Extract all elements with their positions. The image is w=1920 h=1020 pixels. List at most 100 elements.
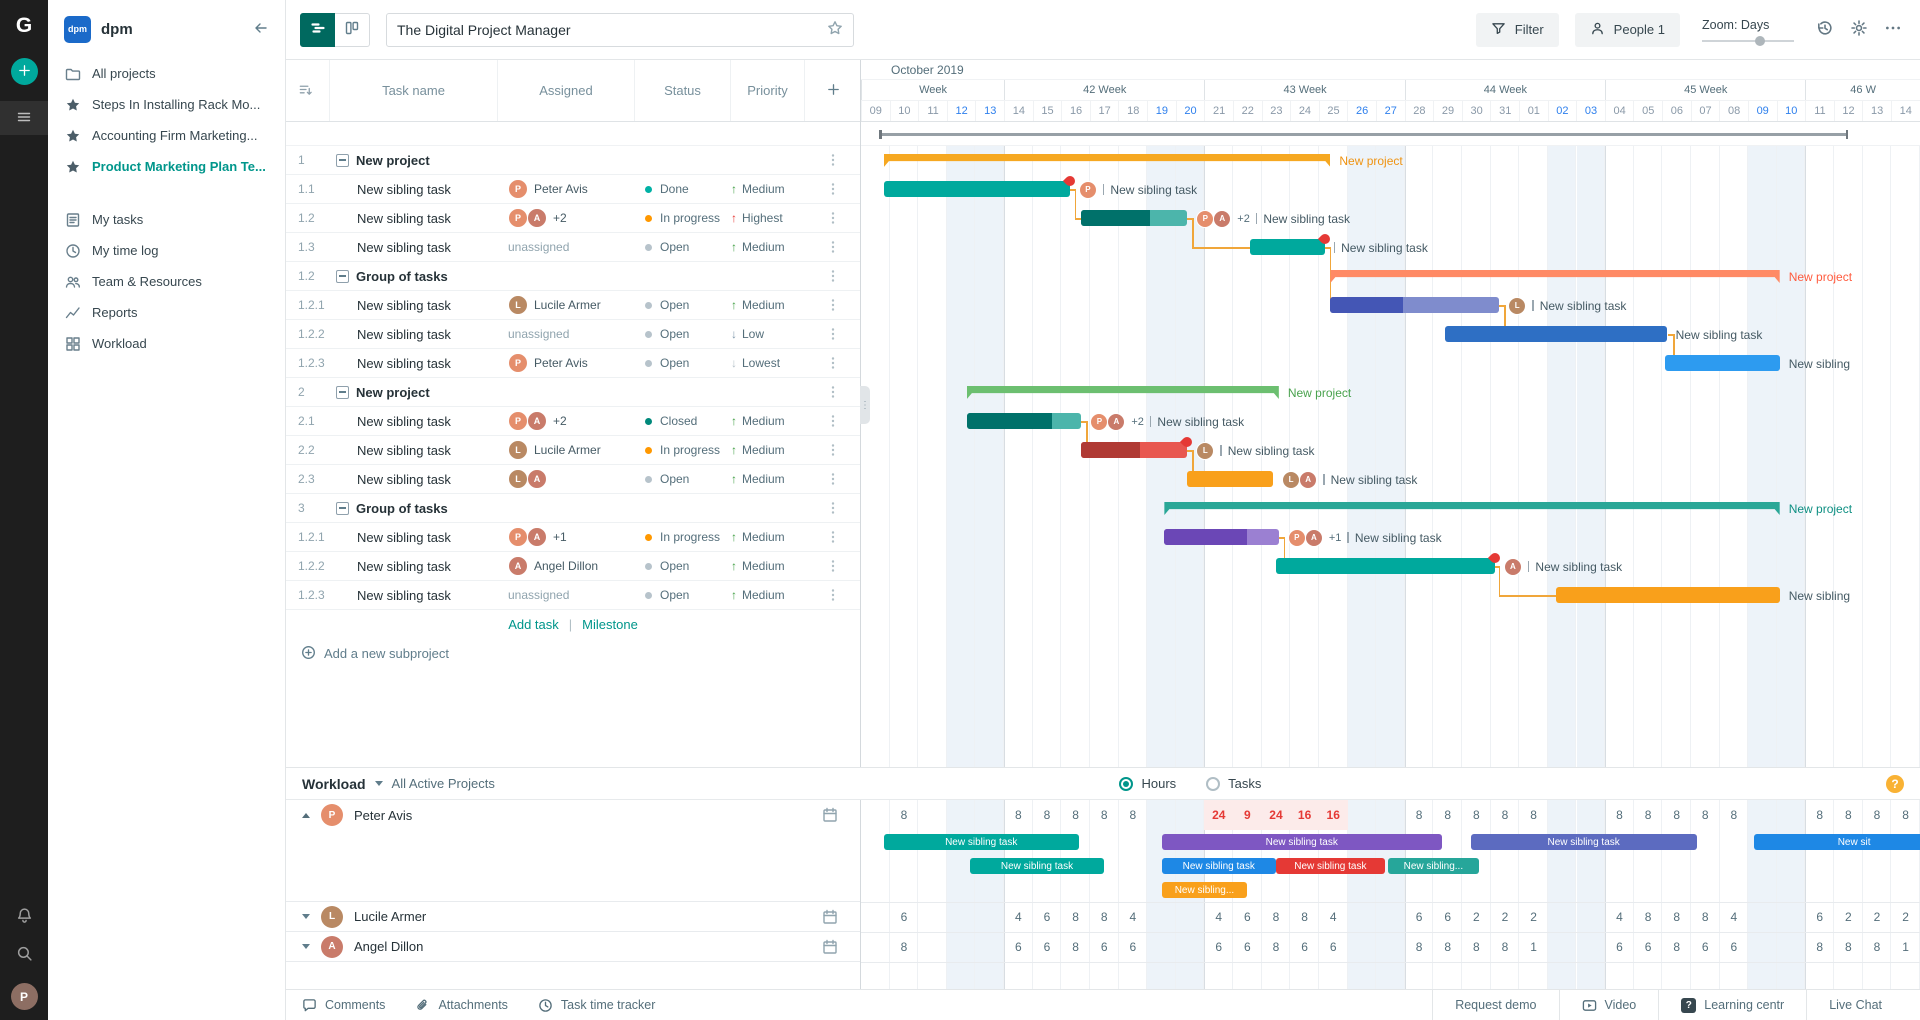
- row-menu-button[interactable]: [805, 326, 861, 342]
- sidebar-item-team-resources[interactable]: Team & Resources: [48, 266, 285, 297]
- add-column-button[interactable]: [805, 60, 861, 121]
- row-menu-button[interactable]: [805, 442, 861, 458]
- person-expand-caret[interactable]: [302, 812, 310, 818]
- gantt-task-bar[interactable]: [1330, 297, 1500, 313]
- table-row[interactable]: 1.2 New sibling task P A +2 In progress ↑ Highe…: [286, 204, 860, 233]
- row-menu-button[interactable]: [805, 384, 861, 400]
- workload-mode-hours[interactable]: Hours: [1119, 776, 1176, 791]
- personal-calendar-button[interactable]: [822, 939, 838, 955]
- row-menu-button[interactable]: [805, 413, 861, 429]
- zoom-slider-knob[interactable]: [1755, 35, 1766, 46]
- column-header-task-name[interactable]: Task name: [330, 60, 498, 121]
- footer-request-demo[interactable]: Request demo: [1432, 989, 1558, 1020]
- workload-person-row[interactable]: A Angel Dillon: [286, 932, 860, 962]
- collapse-toggle[interactable]: [336, 269, 349, 283]
- person-expand-caret[interactable]: [302, 914, 310, 919]
- priority-cell[interactable]: ↑ Medium: [731, 298, 785, 312]
- workload-task-bar[interactable]: New sit: [1753, 834, 1920, 850]
- sidebar-item-workload[interactable]: Workload: [48, 328, 285, 359]
- row-menu-button[interactable]: [805, 210, 861, 226]
- collapse-sidebar-button[interactable]: [253, 20, 269, 39]
- collapse-toggle[interactable]: [336, 153, 349, 167]
- status-cell[interactable]: Open: [635, 472, 731, 486]
- workload-scope-dropdown[interactable]: All Active Projects: [391, 776, 495, 791]
- status-cell[interactable]: Open: [635, 356, 731, 370]
- zoom-slider[interactable]: [1702, 35, 1794, 46]
- status-cell[interactable]: In progress: [635, 443, 731, 457]
- table-row[interactable]: 1 New project: [286, 146, 860, 175]
- status-cell[interactable]: Open: [635, 588, 731, 602]
- workload-task-bar[interactable]: New sibling task: [1275, 858, 1385, 874]
- gantt-task-bar[interactable]: [1275, 550, 1502, 574]
- assigned-cell[interactable]: L Lucile Armer: [498, 295, 635, 315]
- row-menu-button[interactable]: [805, 268, 861, 284]
- gantt-view-button[interactable]: [300, 12, 335, 47]
- milestone-link[interactable]: Milestone: [582, 617, 638, 632]
- table-row[interactable]: 1.2.2 New sibling task A Angel Dillon Open ↑ M…: [286, 552, 860, 581]
- workload-task-bar[interactable]: New sibling...: [1161, 882, 1248, 898]
- assigned-cell[interactable]: L Lucile Armer: [498, 440, 635, 460]
- sidebar-starred-project[interactable]: Steps In Installing Rack Mo...: [48, 89, 285, 120]
- filter-button[interactable]: Filter: [1475, 12, 1559, 47]
- assigned-cell[interactable]: P Peter Avis: [498, 179, 635, 199]
- footer-video[interactable]: Video: [1558, 989, 1659, 1020]
- status-cell[interactable]: Open: [635, 327, 731, 341]
- footer-learning-centr[interactable]: ? Learning centr: [1658, 989, 1806, 1020]
- sidebar-starred-project[interactable]: Accounting Firm Marketing...: [48, 120, 285, 151]
- assigned-cell[interactable]: P A +1: [498, 527, 635, 547]
- workload-task-bar[interactable]: New sibling task: [1470, 834, 1697, 850]
- priority-cell[interactable]: ↓ Low: [731, 327, 765, 341]
- priority-cell[interactable]: ↑ Medium: [731, 530, 785, 544]
- status-cell[interactable]: In progress: [635, 530, 731, 544]
- table-row[interactable]: 1.2 Group of tasks: [286, 262, 860, 291]
- gantt-task-bar[interactable]: [1187, 471, 1274, 487]
- assigned-cell[interactable]: P A +2: [498, 208, 635, 228]
- gantt-task-bar[interactable]: [966, 413, 1082, 429]
- table-row[interactable]: 1.2.1 New sibling task P A +1 In progress ↑ Med…: [286, 523, 860, 552]
- status-cell[interactable]: Open: [635, 559, 731, 573]
- main-menu-button[interactable]: [0, 101, 48, 135]
- table-row[interactable]: 3 Group of tasks: [286, 494, 860, 523]
- add-subproject-button[interactable]: Add a new subproject: [286, 639, 860, 668]
- row-menu-button[interactable]: [805, 500, 861, 516]
- more-options-button[interactable]: [1884, 19, 1902, 40]
- table-row[interactable]: 1.2.2 New sibling task unassigned Open ↓ Low: [286, 320, 860, 349]
- table-row[interactable]: 1.2.3 New sibling task unassigned Open ↑ Medi…: [286, 581, 860, 610]
- priority-cell[interactable]: ↑ Medium: [731, 472, 785, 486]
- table-row[interactable]: 1.1 New sibling task P Peter Avis Done ↑ Mediu…: [286, 175, 860, 204]
- status-cell[interactable]: In progress: [635, 211, 731, 225]
- row-menu-button[interactable]: [805, 587, 861, 603]
- sort-icon[interactable]: [286, 60, 330, 121]
- assigned-cell[interactable]: P A +2: [498, 411, 635, 431]
- row-menu-button[interactable]: [805, 239, 861, 255]
- workload-person-row[interactable]: L Lucile Armer: [286, 902, 860, 932]
- tasks-radio[interactable]: [1206, 776, 1221, 791]
- priority-cell[interactable]: ↑ Medium: [731, 588, 785, 602]
- table-row[interactable]: 2.3 New sibling task L A Open ↑ Medium: [286, 465, 860, 494]
- project-title-input[interactable]: [397, 21, 819, 38]
- status-cell[interactable]: Done: [635, 182, 731, 196]
- workload-task-bar[interactable]: New sibling task: [1161, 834, 1442, 850]
- workload-task-bar[interactable]: New sibling task: [1161, 858, 1276, 874]
- sidebar-item-my-tasks[interactable]: My tasks: [48, 204, 285, 235]
- workload-task-bar[interactable]: New sibling task: [883, 834, 1079, 850]
- table-row[interactable]: 2.2 New sibling task L Lucile Armer In progr…: [286, 436, 860, 465]
- gantt-task-bar[interactable]: [1556, 587, 1780, 603]
- workload-collapse-caret[interactable]: [374, 781, 383, 786]
- workload-help-button[interactable]: ?: [1886, 774, 1904, 793]
- status-cell[interactable]: Closed: [635, 414, 731, 428]
- sidebar-item-reports[interactable]: Reports: [48, 297, 285, 328]
- add-task-link[interactable]: Add task: [508, 617, 559, 632]
- footer-live-chat[interactable]: Live Chat: [1806, 989, 1904, 1020]
- history-button[interactable]: [1816, 19, 1834, 40]
- chart-horizontal-scrollbar[interactable]: [879, 130, 1848, 139]
- people-button[interactable]: People 1: [1574, 12, 1680, 47]
- priority-cell[interactable]: ↑ Medium: [731, 559, 785, 573]
- settings-button[interactable]: [1850, 19, 1868, 40]
- gantt-task-bar[interactable]: [1081, 210, 1188, 226]
- workload-task-bar[interactable]: New sibling...: [1387, 858, 1480, 874]
- gantt-task-bar[interactable]: [1444, 326, 1667, 342]
- row-menu-button[interactable]: [805, 529, 861, 545]
- priority-cell[interactable]: ↑ Medium: [731, 414, 785, 428]
- footer-attachments[interactable]: Attachments: [415, 998, 508, 1013]
